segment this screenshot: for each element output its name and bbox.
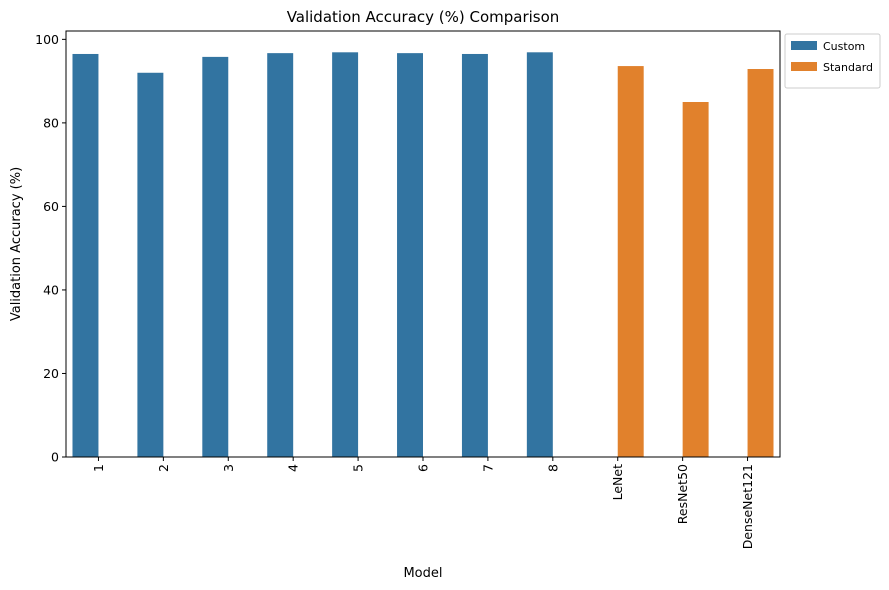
y-tick-label: 60: [43, 199, 59, 214]
x-tick-label: LeNet: [610, 464, 625, 500]
bar-custom-4: [267, 53, 294, 457]
legend-label-standard: Standard: [823, 61, 873, 74]
x-tick-label: 7: [480, 464, 495, 472]
y-tick-label: 0: [51, 450, 59, 465]
x-tick-label: 5: [351, 464, 366, 472]
bar-custom-3: [202, 56, 229, 457]
y-tick-label: 100: [35, 32, 59, 47]
legend: Custom Standard: [784, 33, 881, 89]
legend-swatch-standard: [791, 62, 817, 71]
bar-custom-7: [461, 53, 488, 457]
bar-custom-1: [72, 53, 99, 457]
x-tick-label: 1: [91, 464, 106, 472]
y-tick-label: 40: [43, 282, 59, 297]
x-tick-label: 2: [156, 464, 171, 472]
bar-standard-resnet50: [682, 102, 709, 457]
bar-custom-5: [332, 52, 359, 458]
x-tick-label: 3: [221, 464, 236, 472]
y-tick-label: 80: [43, 115, 59, 130]
y-axis-title: Validation Accuracy (%): [9, 167, 24, 321]
chart-title: Validation Accuracy (%) Comparison: [287, 8, 560, 26]
bar-standard-densenet121: [747, 69, 774, 457]
legend-label-custom: Custom: [823, 40, 865, 53]
x-axis-title: Model: [403, 566, 442, 581]
bars-group: [72, 52, 774, 458]
x-tick-label: 6: [416, 464, 431, 472]
y-tick-label: 20: [43, 366, 59, 381]
bar-custom-6: [397, 53, 423, 457]
x-ticks-group: 1 2 3 4 5 6 7 8 LeNet ResNet50 DenseNet121: [91, 457, 755, 549]
bar-custom-8: [526, 52, 553, 458]
bar-standard-lenet: [617, 66, 644, 457]
x-tick-label: ResNet50: [675, 464, 690, 524]
bar-custom-2: [137, 72, 164, 457]
y-ticks-group: 0 20 40 60 80 100: [35, 32, 66, 465]
x-tick-label: 4: [286, 464, 301, 472]
x-tick-label: 8: [545, 464, 560, 472]
x-tick-label: DenseNet121: [740, 464, 755, 549]
legend-swatch-custom: [791, 41, 817, 50]
